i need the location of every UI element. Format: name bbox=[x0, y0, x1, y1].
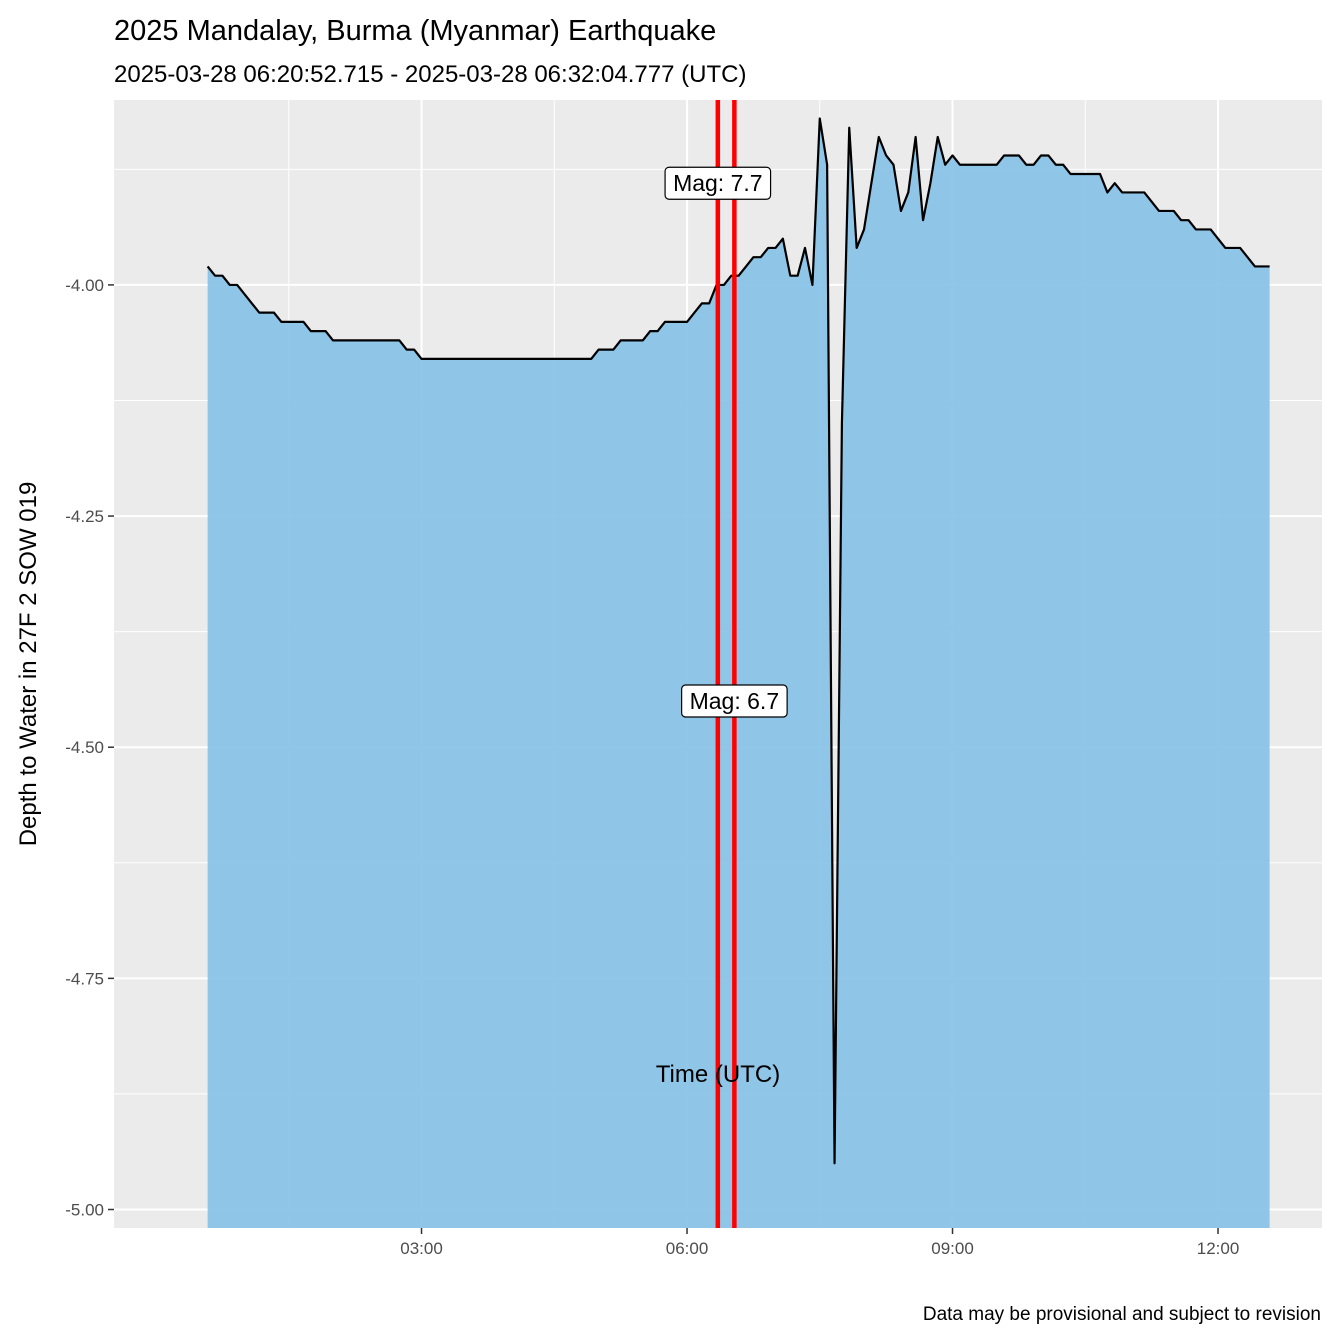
x-tick-label: 06:00 bbox=[666, 1239, 709, 1258]
depth-area bbox=[207, 118, 1270, 1229]
y-tick-label: -5.00 bbox=[65, 1201, 104, 1220]
depth-line bbox=[206, 117, 1270, 1165]
chart-title: 2025 Mandalay, Burma (Myanmar) Earthquak… bbox=[114, 15, 716, 47]
x-axis-title: Time (UTC) bbox=[656, 1061, 780, 1088]
event-markers: Mag: 7.7 Mag: 6.7 bbox=[664, 100, 788, 1228]
event-label: Mag: 7.7 bbox=[664, 166, 772, 200]
caption: Data may be provisional and subject to r… bbox=[923, 1304, 1321, 1325]
chart-subtitle: 2025-03-28 06:20:52.715 - 2025-03-28 06:… bbox=[114, 61, 746, 88]
x-tick-label: 12:00 bbox=[1197, 1239, 1240, 1258]
event-label-box bbox=[664, 166, 772, 200]
data-area-layer bbox=[207, 118, 1270, 1229]
data-line-layer bbox=[206, 117, 1270, 1165]
y-tick-label: -4.50 bbox=[65, 738, 104, 757]
y-tick-label: -4.00 bbox=[65, 276, 104, 295]
y-tick-label: -4.25 bbox=[65, 507, 104, 526]
event-label-box bbox=[681, 684, 788, 718]
axes: 03:00 06:00 09:00 12:00 -4.00 -4.25 -4.50 -4.75… bbox=[65, 276, 1239, 1258]
y-tick-label: -4.75 bbox=[65, 969, 104, 988]
x-tick-label: 09:00 bbox=[931, 1239, 974, 1258]
event-label-text: Mag: 6.7 bbox=[690, 688, 780, 714]
x-tick-label: 03:00 bbox=[400, 1239, 443, 1258]
y-axis-title: Depth to Water in 27F 2 SOW 019 bbox=[15, 482, 42, 847]
event-label-text: Mag: 7.7 bbox=[673, 170, 763, 196]
event-label: Mag: 6.7 bbox=[681, 684, 788, 718]
